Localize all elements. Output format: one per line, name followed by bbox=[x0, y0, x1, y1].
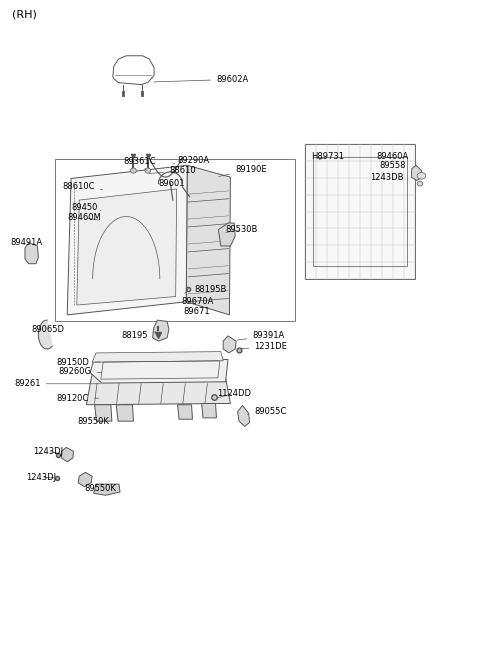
Text: 89450: 89450 bbox=[71, 203, 101, 213]
Text: 89670A: 89670A bbox=[181, 297, 214, 306]
Text: 89261: 89261 bbox=[14, 379, 100, 388]
Polygon shape bbox=[86, 373, 230, 405]
Polygon shape bbox=[95, 405, 112, 421]
Ellipse shape bbox=[417, 181, 423, 186]
Ellipse shape bbox=[417, 173, 426, 179]
Text: 89290A: 89290A bbox=[173, 155, 209, 165]
Polygon shape bbox=[90, 359, 228, 383]
Text: 89120C: 89120C bbox=[57, 394, 99, 403]
Polygon shape bbox=[223, 336, 236, 353]
Ellipse shape bbox=[131, 168, 136, 173]
Bar bbox=[313, 157, 407, 266]
Text: H89731: H89731 bbox=[311, 152, 344, 161]
Text: 89065D: 89065D bbox=[31, 325, 64, 334]
Bar bbox=[55, 159, 295, 321]
Polygon shape bbox=[178, 405, 192, 419]
Polygon shape bbox=[25, 243, 38, 264]
Polygon shape bbox=[38, 320, 52, 349]
Text: 89530B: 89530B bbox=[226, 225, 258, 234]
Polygon shape bbox=[94, 484, 120, 495]
Text: 89460A: 89460A bbox=[377, 152, 409, 161]
Text: 89671: 89671 bbox=[184, 307, 210, 316]
Text: 89550K: 89550K bbox=[84, 483, 116, 493]
Text: (RH): (RH) bbox=[12, 10, 37, 20]
Text: 89550K: 89550K bbox=[78, 417, 109, 426]
Polygon shape bbox=[92, 352, 223, 362]
Text: 1243DJ: 1243DJ bbox=[33, 447, 63, 456]
Text: 89602A: 89602A bbox=[154, 75, 248, 84]
Polygon shape bbox=[113, 56, 154, 85]
Polygon shape bbox=[186, 165, 230, 315]
Text: 89055C: 89055C bbox=[248, 407, 287, 416]
Text: 89260G: 89260G bbox=[59, 367, 102, 377]
Polygon shape bbox=[411, 165, 421, 180]
Polygon shape bbox=[116, 405, 133, 421]
Text: 89558: 89558 bbox=[379, 161, 406, 170]
Text: 88610: 88610 bbox=[149, 166, 195, 175]
Text: 89491A: 89491A bbox=[11, 238, 43, 247]
Text: 1231DE: 1231DE bbox=[240, 342, 287, 351]
Polygon shape bbox=[238, 405, 250, 426]
Polygon shape bbox=[77, 189, 177, 305]
Text: 89460M: 89460M bbox=[67, 213, 101, 222]
Polygon shape bbox=[67, 165, 187, 315]
Polygon shape bbox=[61, 447, 73, 462]
Polygon shape bbox=[78, 472, 92, 487]
Text: 88610C: 88610C bbox=[62, 182, 103, 191]
Text: 89150D: 89150D bbox=[57, 358, 100, 367]
Text: 89601: 89601 bbox=[158, 179, 185, 188]
Text: 1243DB: 1243DB bbox=[370, 173, 403, 182]
Polygon shape bbox=[153, 320, 169, 341]
Text: 1124DD: 1124DD bbox=[217, 389, 251, 398]
Polygon shape bbox=[202, 403, 216, 418]
Text: 88195B: 88195B bbox=[194, 285, 227, 295]
Polygon shape bbox=[218, 223, 235, 246]
Text: 89361C: 89361C bbox=[123, 157, 156, 171]
Text: 89190E: 89190E bbox=[219, 165, 267, 176]
Text: 89391A: 89391A bbox=[237, 331, 284, 340]
Text: 1243DJ: 1243DJ bbox=[26, 473, 57, 482]
Ellipse shape bbox=[145, 168, 151, 173]
Text: 88195: 88195 bbox=[121, 331, 156, 340]
Bar bbox=[305, 144, 415, 279]
